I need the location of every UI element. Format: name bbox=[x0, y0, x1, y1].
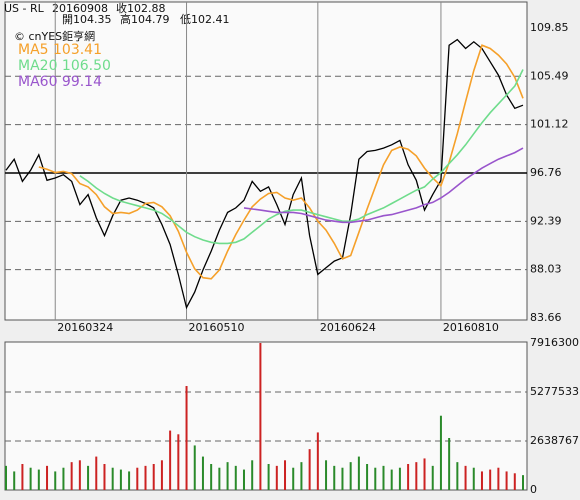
volume-bar bbox=[210, 464, 213, 490]
volume-bar bbox=[300, 462, 303, 490]
header-text: US - RL bbox=[4, 2, 45, 15]
header-text: 收102.88 bbox=[116, 1, 166, 15]
volume-bar bbox=[497, 467, 500, 490]
series-line bbox=[38, 44, 524, 280]
y-tick-label: 109.85 bbox=[530, 21, 569, 34]
volume-bar bbox=[275, 465, 278, 490]
price-panel bbox=[4, 1, 528, 321]
y-tick-label: 5277533 bbox=[530, 385, 579, 398]
header-text: 開104.35 bbox=[62, 13, 112, 26]
volume-bar bbox=[251, 460, 254, 490]
volume-bar bbox=[46, 465, 49, 490]
volume-bar bbox=[456, 462, 459, 490]
volume-bar bbox=[259, 343, 262, 490]
volume-bar bbox=[54, 471, 57, 490]
volume-bar bbox=[95, 456, 98, 490]
volume-bar bbox=[103, 464, 106, 490]
volume-bar bbox=[267, 464, 270, 490]
x-tick-label: 20160810 bbox=[443, 321, 499, 334]
volume-bar bbox=[480, 471, 483, 490]
volume-bar bbox=[423, 458, 426, 490]
volume-bar bbox=[431, 465, 434, 490]
y-tick-label: 101.12 bbox=[530, 118, 569, 131]
y-tick-label: 105.49 bbox=[530, 69, 569, 82]
volume-bar bbox=[292, 467, 295, 490]
volume-bar bbox=[505, 471, 508, 490]
volume-bar bbox=[13, 471, 16, 490]
volume-bar bbox=[333, 465, 336, 490]
legend-entry: MA60 99.14 bbox=[18, 74, 102, 90]
volume-bar bbox=[513, 473, 516, 490]
volume-bar bbox=[78, 460, 81, 490]
volume-bar bbox=[70, 462, 73, 490]
header-text: 低102.41 bbox=[180, 13, 230, 26]
series-line bbox=[243, 147, 524, 224]
volume-bar bbox=[119, 469, 122, 490]
volume-bar bbox=[201, 456, 204, 490]
volume-bar bbox=[415, 462, 418, 490]
legend-entry: MA5 103.41 bbox=[18, 42, 102, 58]
volume-bar bbox=[357, 456, 360, 490]
y-tick-label: 96.76 bbox=[530, 166, 562, 179]
header-text: 高104.79 bbox=[120, 12, 170, 26]
volume-bar bbox=[37, 469, 40, 490]
volume-bar bbox=[325, 460, 328, 490]
volume-bar bbox=[522, 475, 524, 490]
y-tick-label: 88.03 bbox=[530, 263, 562, 276]
header-text: 20160908 bbox=[52, 2, 108, 15]
volume-bar bbox=[234, 465, 237, 490]
series-line bbox=[5, 38, 524, 310]
watermark: © cnYES鉅亨網 bbox=[14, 29, 95, 43]
volume-bar bbox=[185, 386, 188, 490]
volume-bar bbox=[152, 464, 155, 490]
volume-bar bbox=[160, 460, 163, 490]
series-line bbox=[79, 69, 524, 245]
volume-bar bbox=[29, 467, 32, 490]
volume-bar bbox=[439, 415, 442, 490]
volume-bar bbox=[284, 460, 287, 490]
volume-bar bbox=[308, 449, 311, 490]
volume-bar bbox=[448, 438, 451, 490]
volume-bar bbox=[144, 465, 147, 490]
volume-bar bbox=[374, 467, 377, 490]
x-tick-label: 20160510 bbox=[189, 321, 245, 334]
volume-bar bbox=[87, 465, 90, 490]
volume-bar bbox=[218, 467, 221, 490]
volume-bar bbox=[489, 469, 492, 490]
volume-bar bbox=[398, 467, 401, 490]
volume-bar bbox=[382, 465, 385, 490]
volume-bar bbox=[472, 467, 475, 490]
volume-bar bbox=[226, 462, 229, 490]
volume-bar bbox=[349, 462, 352, 490]
y-tick-label: 2638767 bbox=[530, 434, 579, 447]
volume-bar bbox=[341, 467, 344, 490]
volume-bar bbox=[128, 471, 131, 490]
y-tick-label: 83.66 bbox=[530, 311, 562, 324]
x-tick-label: 20160624 bbox=[320, 321, 376, 334]
volume-bar bbox=[5, 465, 7, 490]
y-tick-label: 0 bbox=[530, 483, 537, 496]
y-tick-label: 92.39 bbox=[530, 214, 562, 227]
volume-bar bbox=[21, 464, 24, 490]
volume-bar bbox=[366, 464, 369, 490]
y-tick-label: 7916300 bbox=[530, 336, 579, 349]
volume-bar bbox=[193, 445, 196, 490]
volume-bar bbox=[169, 430, 172, 490]
volume-bar bbox=[62, 467, 65, 490]
volume-bar bbox=[407, 464, 410, 490]
volume-bar bbox=[242, 469, 245, 490]
volume-bar bbox=[390, 469, 393, 490]
volume-bar bbox=[464, 465, 467, 490]
x-tick-label: 20160324 bbox=[57, 321, 113, 334]
volume-bar bbox=[316, 432, 319, 490]
legend-entry: MA20 106.50 bbox=[18, 58, 111, 74]
volume-bar bbox=[136, 467, 139, 490]
volume-bar bbox=[177, 434, 180, 490]
volume-bar bbox=[111, 467, 114, 490]
